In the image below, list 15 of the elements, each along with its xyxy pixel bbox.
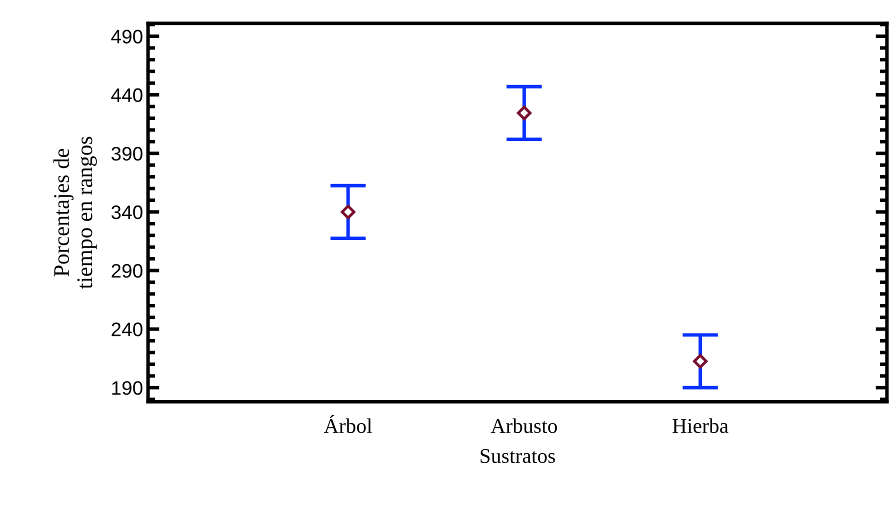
x-axis-title: Sustratos <box>480 449 555 464</box>
x-tick-label: Hierba <box>672 418 728 434</box>
y-tick-label: 290 <box>112 264 142 278</box>
y-axis-title: Porcentajes de tiempo en rangos <box>53 136 97 289</box>
y-tick-label: 440 <box>111 88 142 102</box>
y-tick-label: 190 <box>112 381 142 395</box>
y-tick-label: 490 <box>111 30 142 44</box>
point <box>516 106 532 120</box>
y-tick-label: 340 <box>111 205 142 220</box>
x-tick-label: Arbusto <box>490 418 557 434</box>
y-tick-label: 240 <box>112 322 142 336</box>
y-tick-label: 390 <box>111 146 142 161</box>
point <box>340 204 356 220</box>
point <box>693 354 708 369</box>
x-tick-label: Árbol <box>324 415 372 434</box>
